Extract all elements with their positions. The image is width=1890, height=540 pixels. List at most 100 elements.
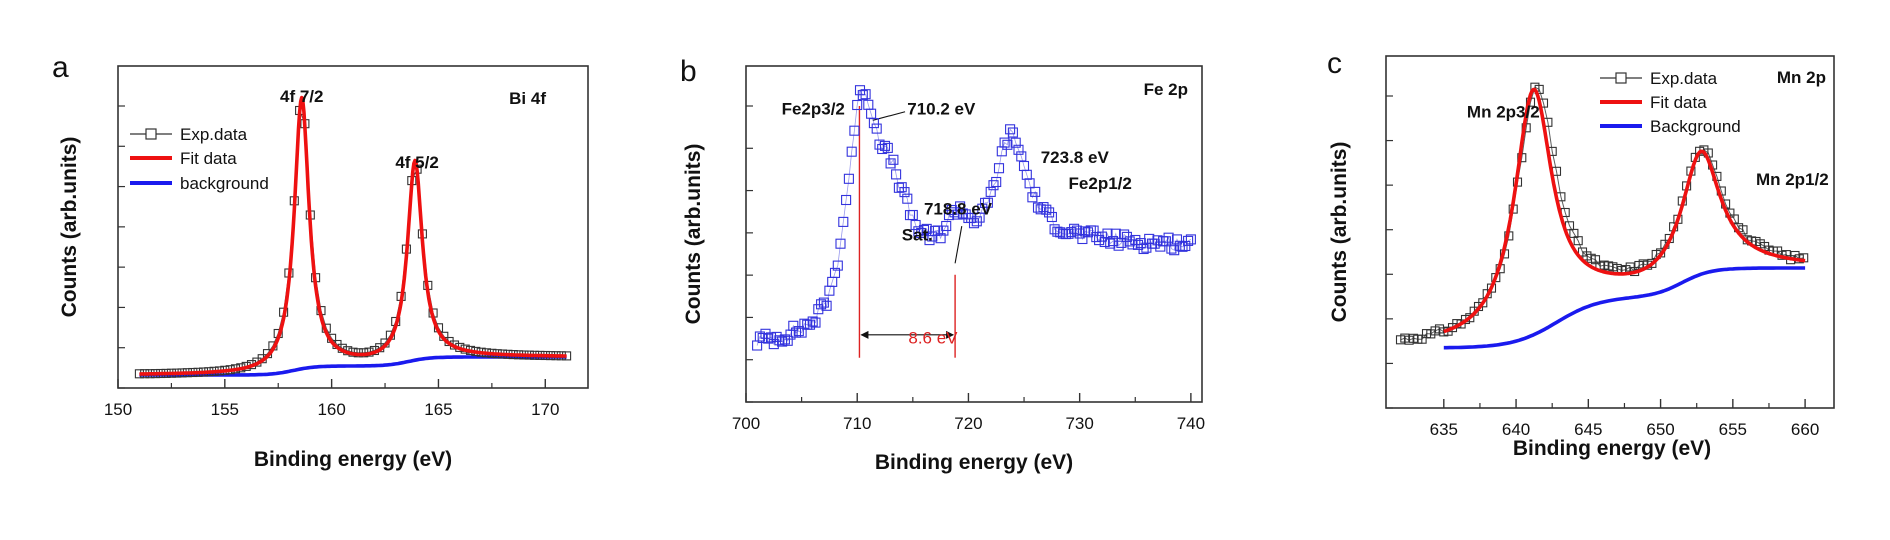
data-point-exp-data-b-93 [1010, 137, 1021, 148]
data-point-exp-data-b-131 [1116, 237, 1127, 248]
data-point-exp-data-b-36 [852, 99, 863, 111]
data-point-exp-data-b-132 [1119, 229, 1130, 240]
y-axis-label-b: Counts (arb.units) [682, 144, 705, 325]
data-point-exp-data-b-23 [816, 299, 827, 310]
x-axis-label-a: Binding energy (eV) [254, 448, 452, 471]
data-point-exp-data-b-20 [807, 316, 818, 327]
data-point-exp-data-b-92 [1007, 127, 1018, 138]
data-point-exp-data-b-148 [1163, 232, 1174, 243]
data-point-exp-data-b-71 [949, 207, 960, 218]
data-point-exp-data-b-81 [977, 203, 988, 214]
annotations-c: Mn 2p3/2 Mn 2p1/2 [1467, 103, 1829, 189]
legend-marker-exp-data-a [145, 128, 157, 140]
data-point-exp-data-b-68 [941, 220, 952, 232]
data-point-exp-data-b-62 [924, 235, 935, 246]
x-tick-label-710: 710 [843, 414, 871, 433]
data-point-exp-data-b-90 [1002, 139, 1013, 150]
data-point-exp-data-b-109 [1055, 227, 1066, 238]
annotation-4f-5-2: 4f 5/2 [395, 153, 438, 172]
data-point-exp-data-b-104 [1041, 204, 1052, 215]
data-point-exp-data-b-125 [1099, 236, 1110, 248]
data-point-exp-data-b-103 [1038, 202, 1049, 213]
data-point-exp-data-b-95 [1016, 151, 1027, 162]
leader-718-8 [954, 226, 963, 264]
legend-label-background-c: Background [1650, 117, 1741, 136]
data-point-exp-data-b-24 [818, 297, 829, 308]
annotation-4f-7-2: 4f 7/2 [280, 87, 323, 106]
data-point-exp-data-b-116 [1074, 228, 1085, 239]
data-point-exp-data-b-35 [849, 125, 860, 136]
separation-arrowhead-right [946, 330, 955, 339]
data-point-exp-data-b-75 [960, 209, 971, 220]
plot-frame-a [117, 65, 589, 389]
data-point-exp-data-b-54 [902, 193, 913, 204]
data-point-exp-data-b-153 [1177, 241, 1188, 252]
data-point-exp-data-c-41 [1573, 236, 1583, 246]
data-point-exp-data-b-14 [790, 327, 802, 338]
x-tick-label-150: 150 [104, 400, 132, 419]
panel-a-bi-4f: a 150 155 160 165 170 Bi 4f Binding energy (… [52, 51, 589, 471]
chart-title-a: Bi 4f [509, 89, 546, 108]
data-point-exp-data-b-48 [885, 158, 896, 169]
data-point-exp-data-b-79 [971, 216, 982, 227]
x-axis-label-c: Binding energy (eV) [1513, 437, 1711, 460]
data-point-exp-data-b-86 [991, 176, 1002, 188]
data-point-exp-data-b-58 [913, 226, 924, 237]
x-ticks-b: 700 710 720 730 740 [732, 105, 1205, 433]
series-line-fit-data-a [138, 95, 568, 376]
x-tick-label-650: 650 [1646, 420, 1674, 439]
data-point-exp-data-b-117 [1077, 233, 1088, 245]
annotation-710-2-ev: 710.2 eV [907, 100, 976, 119]
annotation-718-8-ev: 718.8 eV [924, 200, 993, 219]
data-point-exp-data-b-15 [793, 326, 804, 337]
annotation-mn-2p3-2: Mn 2p3/2 [1467, 103, 1540, 122]
data-point-exp-data-b-50 [891, 169, 902, 180]
data-point-exp-data-b-6 [768, 339, 779, 350]
legend-label-background-a: background [180, 174, 269, 193]
x-tick-label-160: 160 [317, 400, 345, 419]
annotation-723-8-ev: 723.8 eV [1041, 148, 1110, 167]
separation-arrowhead-left [860, 330, 869, 339]
x-tick-label-155: 155 [211, 400, 239, 419]
panel-label-a: a [52, 51, 69, 84]
panel-label-b: b [680, 55, 697, 88]
legend-label-fit-data-a: Fit data [180, 149, 237, 168]
data-point-exp-data-b-85 [988, 180, 999, 191]
series-layer-a [134, 95, 572, 379]
data-point-exp-data-b-53 [899, 187, 910, 198]
data-point-exp-data-b-89 [999, 137, 1010, 148]
panel-label-c: c [1327, 47, 1342, 80]
data-point-exp-data-b-99 [1027, 192, 1038, 203]
annotations-a: 4f 7/2 4f 5/2 [280, 87, 439, 172]
data-point-exp-data-b-106 [1046, 211, 1057, 223]
y-axis-label-c: Counts (arb.units) [1328, 142, 1351, 323]
data-point-exp-data-b-19 [804, 319, 816, 330]
x-tick-label-700: 700 [732, 414, 760, 433]
data-point-exp-data-b-32 [841, 194, 852, 206]
data-point-exp-data-b-139 [1138, 243, 1149, 255]
data-point-exp-data-b-47 [882, 142, 893, 153]
chart-title-c: Mn 2p [1777, 68, 1826, 87]
data-point-exp-data-b-77 [966, 212, 977, 223]
data-point-exp-data-b-147 [1160, 236, 1171, 247]
data-point-exp-data-b-4 [763, 333, 774, 344]
data-point-exp-data-b-129 [1110, 228, 1121, 239]
data-point-exp-data-b-34 [846, 146, 857, 157]
data-point-exp-data-b-130 [1113, 240, 1124, 251]
annotation-sat: Sat. [902, 225, 933, 244]
data-point-exp-data-b-101 [1032, 202, 1044, 213]
data-point-exp-data-b-127 [1105, 238, 1116, 249]
x-tick-label-740: 740 [1177, 414, 1205, 433]
data-point-exp-data-b-21 [810, 317, 821, 328]
data-point-exp-data-b-29 [832, 260, 843, 271]
x-ticks-a: 150 155 160 165 170 [104, 105, 559, 419]
data-point-exp-data-b-100 [1030, 186, 1041, 197]
legend-label-exp-data-a: Exp.data [180, 125, 248, 144]
data-point-exp-data-b-123 [1094, 235, 1105, 246]
data-point-exp-data-b-46 [879, 140, 891, 151]
x-tick-label-720: 720 [954, 414, 982, 433]
data-point-exp-data-b-134 [1124, 236, 1135, 247]
data-point-exp-data-b-108 [1052, 226, 1063, 237]
data-point-exp-data-b-72 [952, 209, 963, 220]
series-line-exp-data-b [756, 89, 1192, 346]
